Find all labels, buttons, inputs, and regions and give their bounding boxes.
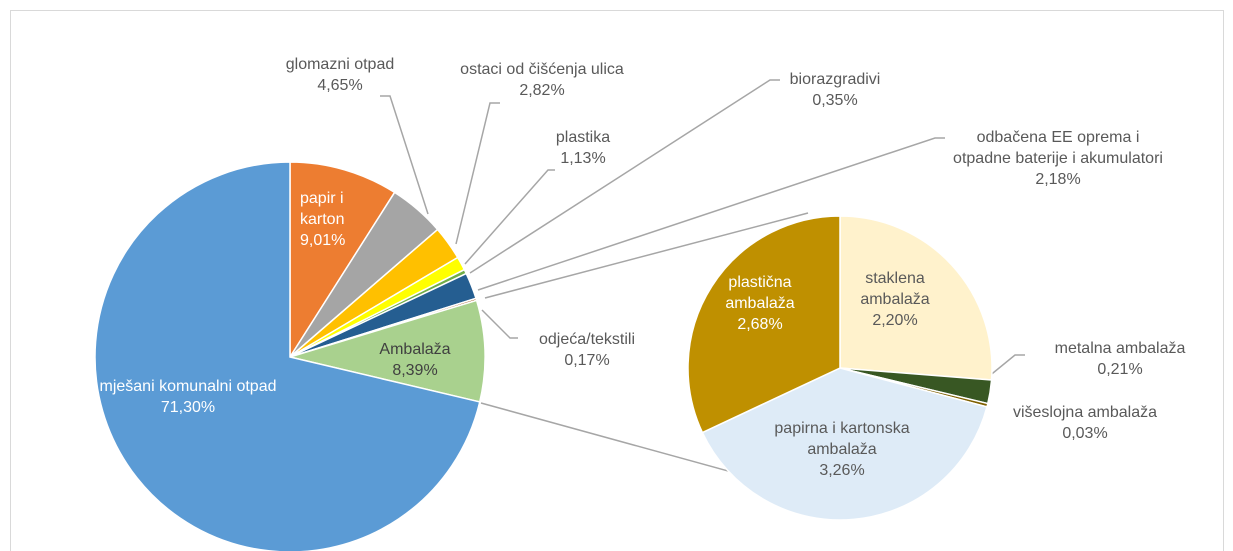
label-value: 4,65% — [317, 77, 363, 94]
pie-slice — [701, 367, 988, 521]
label-value: 2,20% — [872, 312, 918, 329]
pie-slice — [287, 299, 486, 403]
label-name: plastična ambalaža — [725, 274, 795, 312]
label-name: staklena ambalaža — [860, 270, 930, 308]
data-label: plastika 1,13% — [543, 127, 623, 169]
label-name: Ambalaža — [379, 341, 451, 358]
label-name: mješani komunalni otpad — [99, 378, 277, 395]
label-value: 2,82% — [519, 82, 565, 99]
label-name: biorazgradivi — [789, 71, 881, 88]
pie-slice — [94, 161, 481, 551]
label-value: 2,18% — [1035, 171, 1081, 188]
label-value: 8,39% — [392, 362, 438, 379]
leader-line — [464, 169, 555, 265]
data-label: staklena ambalaža 2,20% — [845, 268, 945, 331]
leader-line — [455, 102, 500, 245]
label-value: 0,03% — [1062, 425, 1108, 442]
data-label: Ambalaža 8,39% — [365, 339, 465, 381]
data-label: ostaci od čišćenja ulica 2,82% — [432, 59, 652, 101]
pie-slice — [839, 215, 993, 381]
label-name: papir i karton — [300, 190, 345, 228]
label-name: višeslojna ambalaža — [1012, 404, 1158, 421]
data-label: biorazgradivi 0,35% — [770, 69, 900, 111]
pie-slice — [687, 215, 841, 434]
label-value: 71,30% — [160, 399, 216, 416]
data-label: metalna ambalaža 0,21% — [1025, 338, 1215, 380]
label-name: ostaci od čišćenja ulica — [460, 61, 624, 78]
leader-line — [981, 354, 1025, 383]
data-label: mješani komunalni otpad 71,30% — [93, 376, 283, 418]
label-value: 3,26% — [819, 462, 865, 479]
label-value: 0,17% — [564, 352, 610, 369]
data-label: odjeća/tekstili 0,17% — [517, 329, 657, 371]
leader-line — [477, 137, 945, 291]
data-label: papirna i kartonska ambalaža 3,26% — [747, 418, 937, 481]
chart-border — [10, 10, 1224, 551]
data-label: glomazni otpad 4,65% — [275, 54, 405, 96]
leader-line — [469, 79, 780, 274]
label-name: plastika — [555, 129, 611, 146]
data-label: plastična ambalaža 2,68% — [710, 272, 810, 335]
label-name: metalna ambalaža — [1054, 340, 1186, 357]
leader-line — [380, 95, 429, 215]
data-label: odbačena EE oprema i otpadne baterije i … — [953, 127, 1163, 190]
label-name: odjeća/tekstili — [538, 331, 636, 348]
data-label: papir i karton 9,01% — [300, 188, 366, 251]
label-value: 1,13% — [560, 150, 606, 167]
pie-slice — [289, 161, 396, 360]
label-name: glomazni otpad — [285, 56, 395, 73]
label-name: odbačena EE oprema i otpadne baterije i … — [953, 129, 1163, 167]
label-value: 0,21% — [1097, 361, 1143, 378]
label-value: 0,35% — [812, 92, 858, 109]
label-value: 9,01% — [300, 232, 346, 249]
label-value: 2,68% — [737, 316, 783, 333]
connector-line — [484, 212, 809, 299]
data-label: višeslojna ambalaža 0,03% — [985, 402, 1185, 444]
label-name: papirna i kartonska ambalaža — [774, 420, 910, 458]
leader-line — [481, 309, 518, 339]
